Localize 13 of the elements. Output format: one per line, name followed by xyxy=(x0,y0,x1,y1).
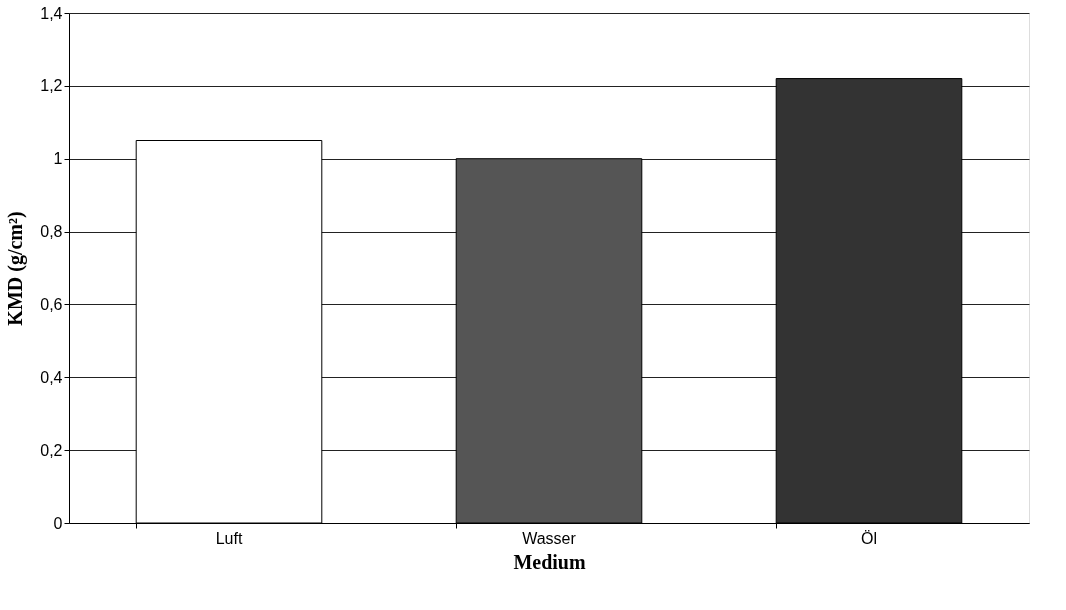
y-tick-label: 0,8 xyxy=(40,223,63,241)
x-axis-title: Medium xyxy=(513,550,586,573)
y-tick-label: 1,2 xyxy=(40,77,63,95)
y-tick-label: 0,2 xyxy=(40,441,63,459)
y-tick-label: 1,4 xyxy=(40,4,63,22)
x-tick-label: Luft xyxy=(215,529,243,547)
y-axis-title: KMD (g/cm²) xyxy=(4,211,28,326)
y-tick-label: 0,6 xyxy=(40,295,63,313)
y-tick-label: 0,4 xyxy=(40,368,63,386)
y-tick-label: 0 xyxy=(53,514,63,532)
x-tick-label: Öl xyxy=(861,529,877,547)
y-tick-label: 1 xyxy=(53,150,63,168)
x-tick-label: Wasser xyxy=(522,529,577,547)
